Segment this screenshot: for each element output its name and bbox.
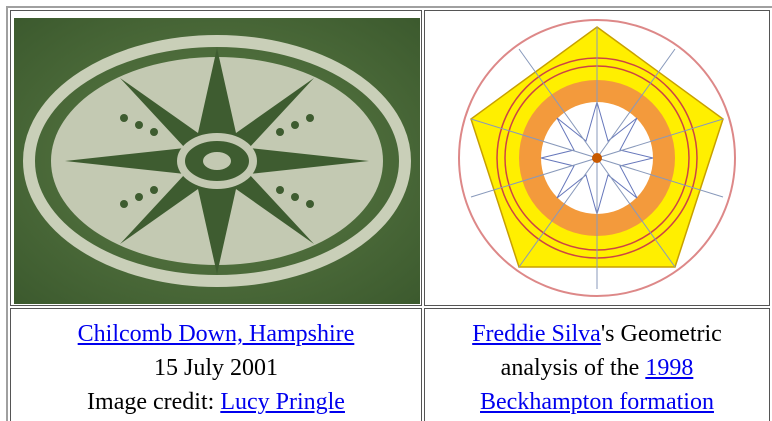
date: 15 July 2001 <box>153 355 278 381</box>
author-link[interactable]: Freddie Silva <box>472 321 601 347</box>
geometric-diagram <box>458 19 736 297</box>
credit-label: Image credit: <box>87 389 215 415</box>
crop-circle-photo <box>14 18 420 304</box>
image-cell <box>10 10 422 306</box>
year-link[interactable]: 1998 <box>645 355 694 381</box>
caption-text: 's Geometric <box>600 321 722 347</box>
formation-link[interactable]: Beckhampton formation <box>480 389 714 415</box>
credit-link[interactable]: Lucy Pringle <box>220 389 345 415</box>
place-link[interactable]: Chilcomb Down, Hampshire <box>77 321 355 347</box>
caption-text: analysis of the <box>500 355 640 381</box>
table: Chilcomb Down, Hampshire 15 July 2001 Im… <box>6 6 772 421</box>
image-cell <box>424 10 770 306</box>
caption-cell: Freddie Silva's Geometric analysis of th… <box>424 308 770 421</box>
caption-cell: Chilcomb Down, Hampshire 15 July 2001 Im… <box>10 308 422 421</box>
